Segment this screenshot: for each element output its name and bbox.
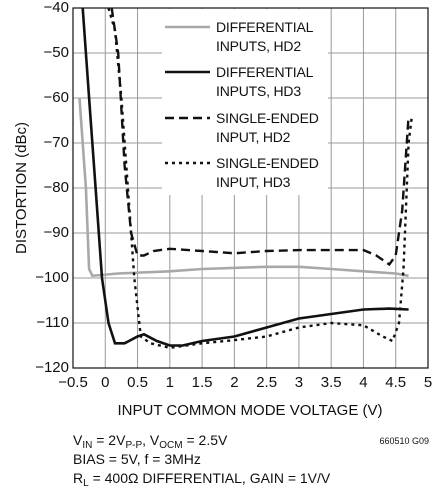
x-tick-label: −0.5 [58, 374, 88, 391]
y-axis-label: DISTORTION (dBc) [13, 122, 30, 254]
line [107, 8, 414, 350]
legend-label: DIFFERENTIAL INPUTS, HD2 [216, 19, 313, 54]
line [78, 97, 409, 278]
x-tick-label: 0 [101, 374, 109, 391]
line [81, 8, 409, 347]
x-tick-label: 1 [166, 374, 174, 391]
legend-box [162, 9, 328, 195]
figure-id: 660510 G09 [379, 436, 429, 446]
x-tick-label: 5 [424, 374, 432, 391]
legend-label: SINGLE-ENDED INPUT, HD2 [216, 110, 319, 145]
y-tick-label: −60 [44, 89, 69, 106]
y-tick-label: −100 [35, 269, 69, 286]
plot-frame [72, 7, 429, 369]
y-tick-label: −50 [44, 44, 69, 61]
x-tick-label: 3.5 [321, 374, 342, 391]
note-text: , V [142, 432, 160, 448]
note-text: = 2.5V [182, 432, 228, 448]
note-text: V [73, 432, 83, 448]
note-line: BIAS = 5V, f = 3MHz [73, 451, 201, 467]
x-tick-label: 1.5 [192, 374, 213, 391]
subscript: IN [82, 440, 93, 451]
y-tick-label: −110 [36, 314, 69, 331]
note-text: = 400Ω DIFFERENTIAL, GAIN = 1V/V [88, 470, 331, 486]
note-text: R [73, 470, 84, 486]
y-tick-label: −70 [44, 134, 69, 151]
x-tick-label: 4.5 [385, 374, 406, 391]
note-text: = 2V [92, 432, 126, 448]
subscript: L [83, 478, 89, 489]
y-tick-label: −40 [44, 0, 69, 16]
note-line: VIN = 2VP-P, VOCM = 2.5V [73, 432, 227, 451]
subscript: OCM [159, 440, 183, 451]
x-tick-label: 3 [295, 374, 303, 391]
legend-label: DIFFERENTIAL INPUTS, HD3 [216, 64, 313, 99]
x-tick-label: 0.5 [127, 374, 148, 391]
legend-label: SINGLE-ENDED INPUT, HD3 [216, 155, 319, 190]
y-tick-label: −120 [35, 359, 69, 376]
y-tick-label: −80 [44, 179, 69, 196]
y-tick-label: −90 [44, 224, 69, 241]
note-line: RL = 400Ω DIFFERENTIAL, GAIN = 1V/V [73, 470, 330, 489]
x-tick-label: 2.5 [256, 374, 277, 391]
subscript: P-P [125, 440, 143, 451]
x-axis-label: INPUT COMMON MODE VOLTAGE (V) [117, 402, 382, 419]
x-tick-label: 2 [230, 374, 238, 391]
plot-lines [78, 8, 414, 350]
note-text: BIAS = 5V, f = 3MHz [73, 451, 201, 467]
x-tick-label: 4 [359, 374, 367, 391]
